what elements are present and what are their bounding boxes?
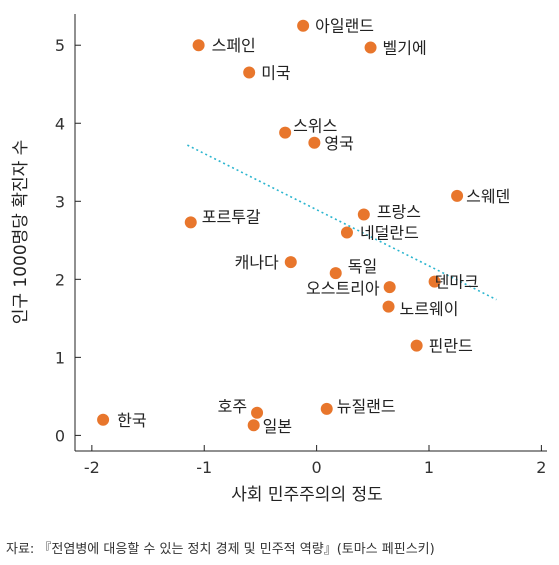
data-point — [284, 256, 297, 269]
axes-layer: 0 1 2 3 4 5 -2 -1 0 1 2 — [55, 14, 547, 477]
point-label: 일본 — [263, 417, 292, 436]
data-point — [97, 413, 110, 426]
y-tick-label: 0 — [55, 426, 65, 445]
point-label: 뉴질랜드 — [337, 397, 396, 416]
point-label: 포르투갈 — [202, 207, 261, 226]
x-tick-label: -1 — [196, 458, 212, 477]
source-note: 자료: 『전염병에 대응할 수 있는 정치 경제 및 민주적 역량』(토마스 페… — [6, 542, 435, 557]
point-label: 벨기에 — [383, 39, 427, 58]
data-point — [364, 41, 377, 54]
point-label: 아일랜드 — [315, 17, 374, 36]
x-tick-label: -2 — [84, 458, 100, 477]
data-point — [247, 419, 260, 432]
point-label: 캐나다 — [235, 253, 279, 272]
point-label: 영국 — [324, 134, 353, 153]
point-label: 프랑스 — [377, 203, 421, 222]
data-point — [410, 339, 423, 352]
point-label: 스웨덴 — [466, 187, 510, 206]
data-point — [340, 226, 353, 239]
y-axis-title: 인구 1000명당 확진자 수 — [11, 140, 31, 325]
data-point — [279, 126, 292, 139]
y-tick-label: 1 — [55, 348, 65, 367]
data-point — [243, 66, 256, 79]
y-tick-label: 5 — [55, 36, 65, 55]
x-tick-label: 0 — [312, 458, 322, 477]
point-label: 독일 — [348, 257, 377, 276]
x-tick-label: 1 — [424, 458, 434, 477]
point-label: 핀란드 — [429, 337, 473, 356]
data-point — [184, 216, 197, 229]
point-label: 미국 — [261, 64, 290, 83]
data-point — [308, 136, 321, 149]
x-tick-label: 2 — [536, 458, 546, 477]
data-point — [428, 275, 441, 288]
point-label: 오스트리아 — [306, 279, 380, 298]
data-point — [451, 189, 464, 202]
data-point — [192, 39, 205, 52]
point-label: 한국 — [117, 411, 146, 430]
x-axis-title: 사회 민주주의의 정도 — [231, 485, 383, 505]
point-label: 스위스 — [293, 117, 337, 136]
data-point — [382, 300, 395, 313]
data-point — [297, 19, 310, 32]
y-tick-label: 3 — [55, 192, 65, 211]
point-label: 호주 — [218, 397, 247, 416]
data-point — [357, 208, 370, 221]
data-point — [383, 281, 396, 294]
data-point — [251, 406, 264, 419]
point-label: 덴마크 — [435, 273, 479, 292]
point-label: 네덜란드 — [360, 224, 419, 243]
point-label: 노르웨이 — [400, 300, 459, 319]
data-point — [320, 402, 333, 415]
y-tick-label: 4 — [55, 114, 65, 133]
data-point — [329, 267, 342, 280]
y-tick-label: 2 — [55, 270, 65, 289]
point-label: 스페인 — [212, 36, 256, 55]
